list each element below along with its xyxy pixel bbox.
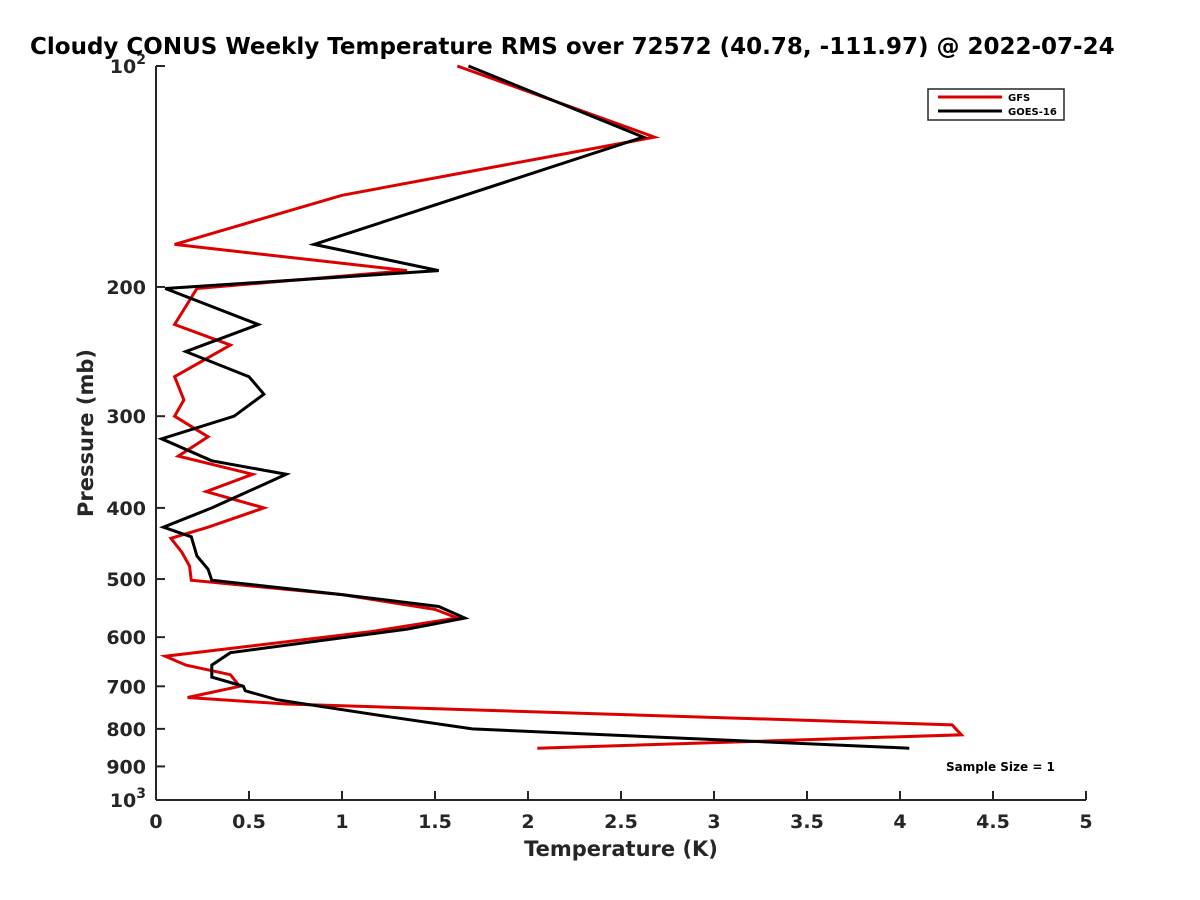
y-tick-label: 500 [106,569,146,591]
x-tick-label: 0 [149,811,162,833]
y-tick-label-base: 10 [110,56,136,78]
x-tick-label: 0.5 [232,811,266,833]
x-tick-label: 4.5 [976,811,1010,833]
series-line-goes-16 [157,64,910,750]
y-axis-label: Pressure (mb) [74,349,98,517]
x-tick-label: 1 [335,811,348,833]
y-tick-label: 103 [110,786,146,812]
x-tick-label: 5 [1079,811,1092,833]
plot-area [156,66,1086,800]
y-tick-label-exponent: 3 [136,786,146,802]
y-tick-label: 600 [106,627,146,649]
y-tick-label: 800 [106,719,146,741]
y-tick-label: 102 [110,52,146,78]
legend-box [927,88,1065,121]
x-axis-ticks: 0 0.5 1 1.5 2 2.5 3 3.5 4 4.5 5 [149,791,1093,833]
x-axis-label: Temperature (K) [524,837,718,861]
y-tick-label: 400 [106,498,146,520]
x-tick-label: 3.5 [790,811,824,833]
sample-size-annotation: Sample Size = 1 [946,760,1055,774]
x-tick-label: 1.5 [418,811,452,833]
x-tick-label: 2 [521,811,534,833]
y-tick-label-base: 10 [110,790,136,812]
legend: GFS GOES-16 [927,88,1065,121]
x-tick-label: 2.5 [604,811,638,833]
y-tick-label: 700 [106,676,146,698]
y-tick-label-exponent: 2 [136,52,146,68]
y-tick-label: 300 [106,406,146,428]
series-layer [157,64,965,750]
x-tick-label: 4 [893,811,906,833]
legend-label-goes-16: GOES-16 [1008,107,1057,118]
y-tick-label: 200 [106,277,146,299]
legend-label-gfs: GFS [1008,93,1030,104]
y-tick-label: 900 [106,756,146,778]
series-line-gfs [159,64,965,750]
x-tick-label: 3 [707,811,720,833]
chart-title: Cloudy CONUS Weekly Temperature RMS over… [30,34,1115,60]
